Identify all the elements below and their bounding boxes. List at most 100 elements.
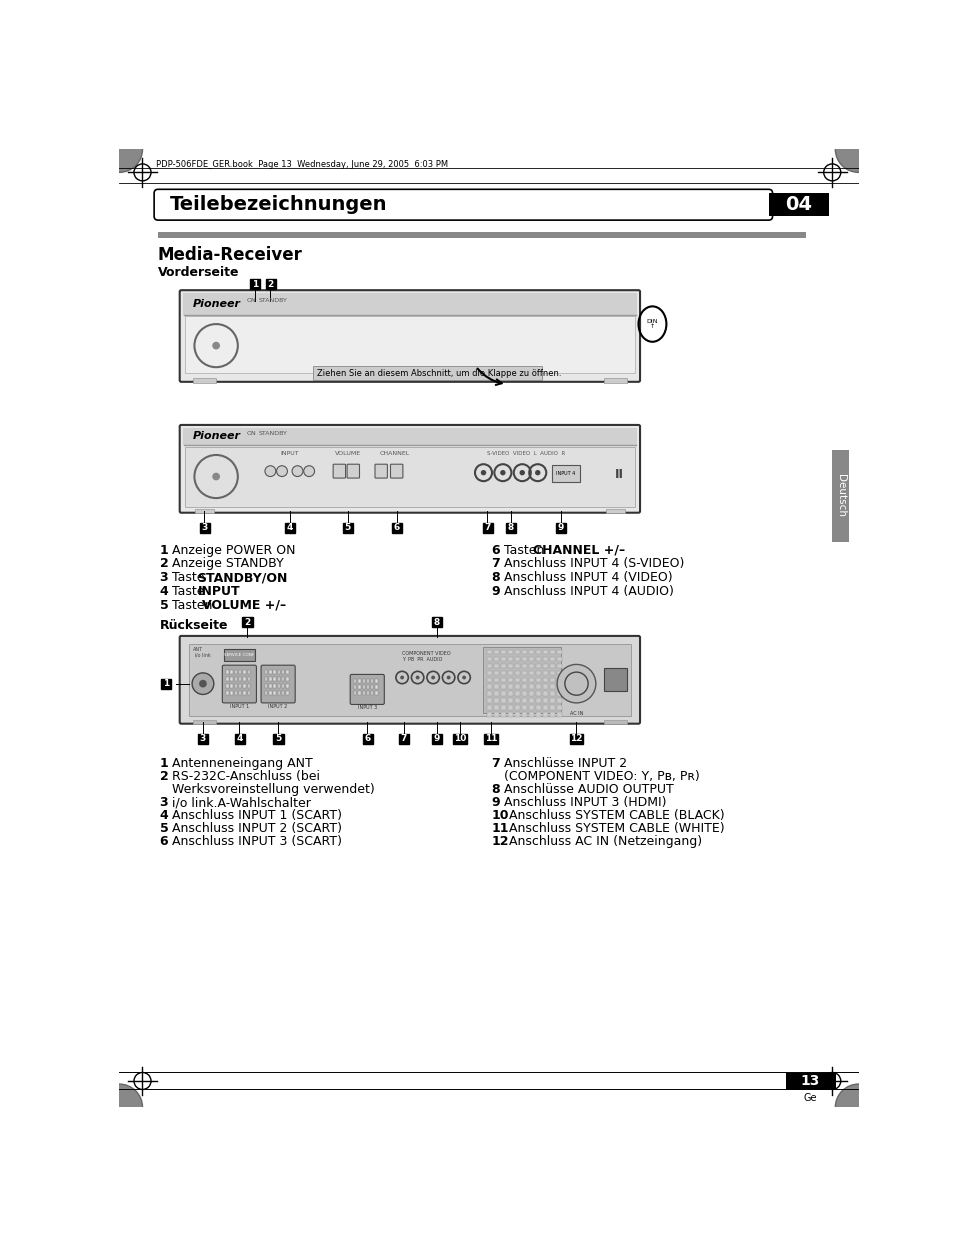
Bar <box>536 692 540 695</box>
Bar <box>193 378 216 383</box>
Text: 11: 11 <box>484 734 497 743</box>
Bar <box>242 617 253 627</box>
Bar <box>768 193 828 216</box>
Bar <box>536 657 540 662</box>
Bar <box>536 671 540 675</box>
Bar <box>557 678 561 682</box>
Bar <box>542 671 547 675</box>
Bar <box>536 705 540 710</box>
Bar <box>274 669 275 674</box>
Text: 2: 2 <box>159 770 168 782</box>
Bar <box>494 692 498 695</box>
Bar <box>286 684 289 688</box>
Bar <box>508 649 513 654</box>
Bar <box>557 649 561 654</box>
Circle shape <box>199 679 207 688</box>
Bar <box>487 705 492 710</box>
Bar <box>231 669 233 674</box>
Text: 5: 5 <box>159 822 168 835</box>
Text: 3: 3 <box>201 522 208 532</box>
Text: Tasten: Tasten <box>172 598 216 612</box>
Bar <box>557 671 561 675</box>
Text: Tasten: Tasten <box>503 544 547 556</box>
Text: 8: 8 <box>491 571 499 585</box>
Bar <box>515 705 519 710</box>
Text: 7: 7 <box>400 734 406 743</box>
Bar <box>529 692 534 695</box>
Bar <box>603 378 626 383</box>
Bar <box>265 690 267 695</box>
Bar <box>282 690 284 695</box>
Bar <box>542 657 547 662</box>
Text: Pioneer: Pioneer <box>193 432 240 442</box>
Bar <box>557 698 561 703</box>
Text: 9: 9 <box>491 585 499 598</box>
Bar <box>269 669 272 674</box>
Bar <box>265 677 267 682</box>
Bar <box>487 663 492 668</box>
Bar <box>285 522 294 532</box>
Bar <box>189 643 630 717</box>
Text: Taste: Taste <box>172 571 209 585</box>
Bar <box>550 692 555 695</box>
Bar <box>831 449 848 542</box>
Bar <box>286 677 289 682</box>
Bar <box>367 685 369 689</box>
Text: 6: 6 <box>491 544 499 556</box>
Bar <box>508 705 513 710</box>
Text: ON: ON <box>247 432 256 437</box>
Bar <box>508 712 513 717</box>
Circle shape <box>96 1084 142 1131</box>
Text: 12: 12 <box>491 836 508 848</box>
Bar <box>224 649 254 662</box>
Circle shape <box>265 465 275 476</box>
Text: Deutsch: Deutsch <box>835 474 845 518</box>
Bar <box>158 231 805 238</box>
Bar <box>542 705 547 710</box>
Text: 9: 9 <box>434 734 439 743</box>
FancyBboxPatch shape <box>179 425 639 513</box>
Bar <box>550 684 555 689</box>
Bar <box>529 663 534 668</box>
Bar <box>231 677 233 682</box>
Text: 7: 7 <box>484 522 490 532</box>
Bar <box>277 684 280 688</box>
Bar <box>239 677 241 682</box>
Bar <box>521 705 526 710</box>
Bar <box>515 657 519 662</box>
Bar <box>199 522 210 532</box>
Bar <box>226 677 229 682</box>
Text: S-VIDEO  VIDEO  L  AUDIO  R: S-VIDEO VIDEO L AUDIO R <box>487 452 565 457</box>
Bar <box>536 678 540 682</box>
Bar <box>265 684 267 688</box>
Text: Vorderseite: Vorderseite <box>158 266 239 280</box>
Bar <box>239 690 241 695</box>
Text: Antenneneingang ANT: Antenneneingang ANT <box>172 756 313 770</box>
Bar <box>557 684 561 689</box>
Bar <box>367 679 369 683</box>
Bar <box>521 649 526 654</box>
Text: 1: 1 <box>252 280 257 289</box>
Bar <box>234 734 245 744</box>
Bar <box>277 669 280 674</box>
Bar <box>542 678 547 682</box>
Bar <box>500 663 505 668</box>
Bar <box>494 678 498 682</box>
Circle shape <box>480 470 486 475</box>
Text: Anschluss SYSTEM CABLE (BLACK): Anschluss SYSTEM CABLE (BLACK) <box>509 809 724 822</box>
Circle shape <box>212 342 220 350</box>
Bar <box>557 712 561 717</box>
Bar <box>542 663 547 668</box>
Text: ON: ON <box>247 297 256 302</box>
Bar <box>487 698 492 703</box>
Bar <box>605 509 624 514</box>
Bar <box>269 684 272 688</box>
Text: 10: 10 <box>454 734 466 743</box>
Text: INPUT: INPUT <box>280 452 298 457</box>
Bar <box>375 685 377 689</box>
Text: 12: 12 <box>570 734 582 743</box>
Bar <box>183 294 637 315</box>
Text: 6: 6 <box>394 522 399 532</box>
Bar <box>371 685 373 689</box>
Bar <box>550 678 555 682</box>
